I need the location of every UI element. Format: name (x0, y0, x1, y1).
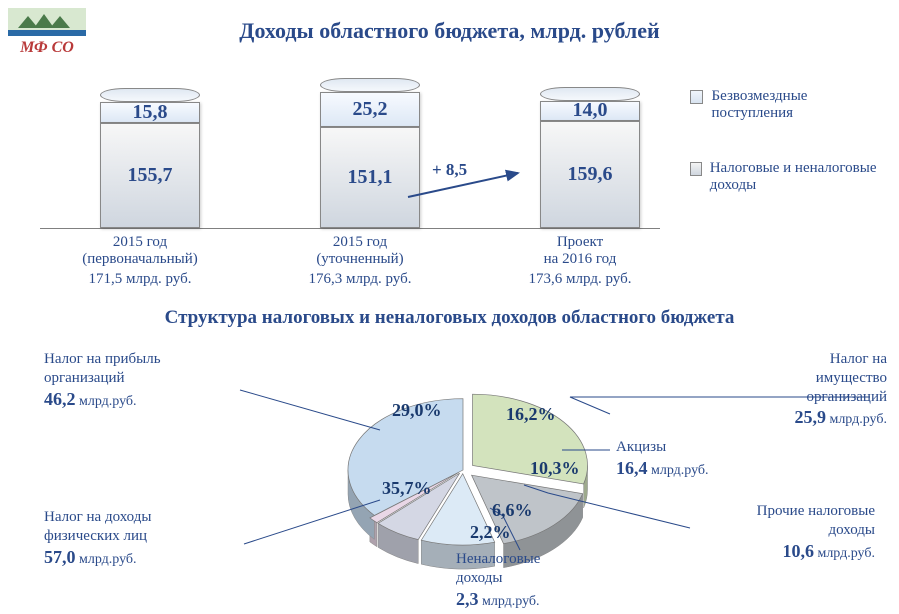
pie-chart: Налог на прибыльорганизаций46,2 млрд.руб… (0, 350, 899, 614)
legend-item: Безвозмездные поступления (690, 88, 885, 122)
pie-pct-label: 6,6% (492, 500, 533, 521)
bar-segment-bottom: 155,7 (100, 123, 200, 228)
arrow-icon (400, 165, 530, 205)
bar-legend: Безвозмездные поступления Налоговые и не… (690, 88, 885, 232)
legend-item: Налоговые и неналоговые доходы (690, 160, 885, 194)
bar-group: 14,0159,6 (530, 101, 650, 228)
bar-axis-label: 2015 год(первоначальный)171,5 млрд. руб. (50, 234, 230, 288)
bar-chart: 15,8155,7 25,2151,1 14,0159,6 (40, 74, 660, 229)
bar-segment-top: 15,8 (100, 102, 200, 124)
swatch-icon (690, 90, 703, 104)
bar-group: 15,8155,7 (90, 102, 210, 228)
page-title: Доходы областного бюджета, млрд. рублей (239, 18, 659, 44)
bar-axis-label: Проектна 2016 год173,6 млрд. руб. (490, 234, 670, 288)
pie-pct-label: 16,2% (506, 404, 556, 425)
bar-segment-top: 14,0 (540, 101, 640, 121)
legend-label: Безвозмездные поступления (711, 88, 885, 122)
pie-callout: Налог на прибыльорганизаций46,2 млрд.руб… (44, 350, 161, 410)
pie-subtitle: Структура налоговых и неналоговых доходо… (165, 307, 735, 329)
pie-callout: Неналоговыедоходы2,3 млрд.руб. (456, 550, 540, 610)
pie-callout: Налог наимуществоорганизаций25,9 млрд.ру… (712, 350, 887, 429)
pie-pct-label: 10,3% (530, 458, 580, 479)
logo-emblem: МФ СО (8, 8, 86, 58)
pie-callout: Акцизы16,4 млрд.руб. (616, 438, 709, 480)
bar-segment-top: 25,2 (320, 92, 420, 127)
pie-pct-label: 2,2% (470, 522, 511, 543)
swatch-icon (690, 162, 702, 176)
pie-callout: Прочие налоговыедоходы10,6 млрд.руб. (700, 502, 875, 562)
bar-axis-label: 2015 год(уточненный)176,3 млрд. руб. (270, 234, 450, 288)
pie-pct-label: 29,0% (392, 400, 442, 421)
pie-pct-label: 35,7% (382, 478, 432, 499)
bar-group: 25,2151,1 (310, 92, 430, 228)
pie-callout: Налог на доходыфизических лиц57,0 млрд.р… (44, 508, 151, 568)
bar-segment-bottom: 159,6 (540, 121, 640, 228)
legend-label: Налоговые и неналоговые доходы (710, 160, 885, 194)
svg-text:МФ СО: МФ СО (19, 39, 74, 56)
